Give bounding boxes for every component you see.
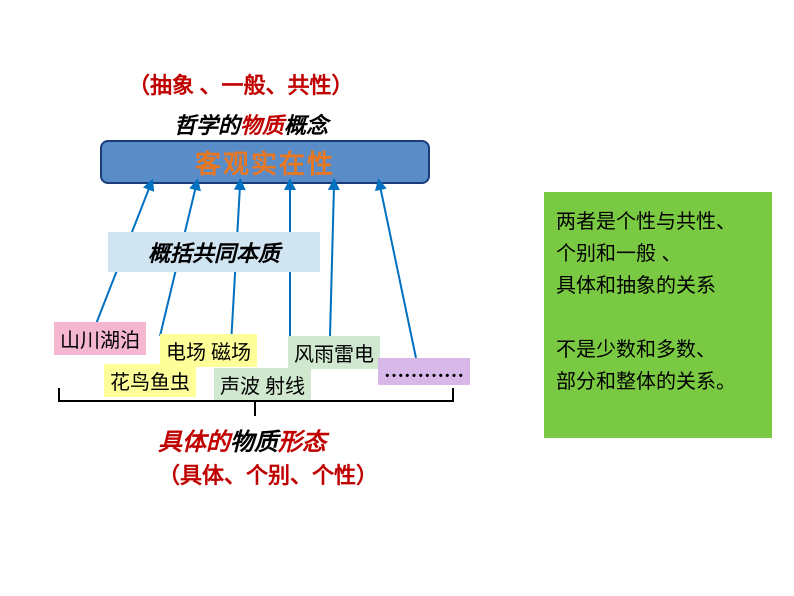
concept-item: 花鸟鱼虫 <box>104 364 196 397</box>
bottom-annotation-text: （具体、个别、个性） <box>158 463 378 488</box>
arrow-line <box>380 186 416 358</box>
concept-item: 电场 磁场 <box>160 334 257 367</box>
bottom-title-part: 形态 <box>278 430 326 456</box>
arrow-line <box>330 186 334 336</box>
bracket-tail <box>254 402 256 416</box>
essence-box: 概括共同本质 <box>108 232 320 272</box>
bottom-title-part: 物质 <box>230 430 278 456</box>
side-box-line: 两者是个性与共性、 <box>556 206 760 238</box>
concept-item: 声波 射线 <box>214 368 311 401</box>
side-box-line: 具体和抽象的关系 <box>556 270 760 302</box>
side-box-line <box>556 302 760 334</box>
bracket-bar <box>58 400 454 402</box>
bottom-annotation: （具体、个别、个性） <box>158 458 378 490</box>
top-annotation: （抽象 、一般、共性） <box>128 68 354 100</box>
top-annotation-text: （抽象 、一般、共性） <box>128 73 354 98</box>
essence-text: 概括共同本质 <box>148 236 280 268</box>
side-box-line: 不是少数和多数、 <box>556 334 760 366</box>
concept-item: 风雨雷电 <box>288 336 380 369</box>
bottom-title: 具体的物质形态 <box>158 422 326 457</box>
bottom-title-part: 具体的 <box>158 430 230 456</box>
concept-title-part: 哲学的 <box>174 113 240 138</box>
concept-title: 哲学的物质概念 <box>174 108 328 140</box>
side-box-line: 部分和整体的关系。 <box>556 366 760 398</box>
main-box-text: 客观实在性 <box>195 144 335 181</box>
side-explanation-box: 两者是个性与共性、个别和一般 、具体和抽象的关系 不是少数和多数、部分和整体的关… <box>544 192 772 438</box>
main-box: 客观实在性 <box>100 140 430 184</box>
side-box-line: 个别和一般 、 <box>556 238 760 270</box>
concept-item: 山川湖泊 <box>54 322 146 355</box>
concept-item: ………… <box>378 358 470 385</box>
concept-title-part: 概念 <box>284 113 328 138</box>
concept-title-part: 物质 <box>240 113 284 138</box>
